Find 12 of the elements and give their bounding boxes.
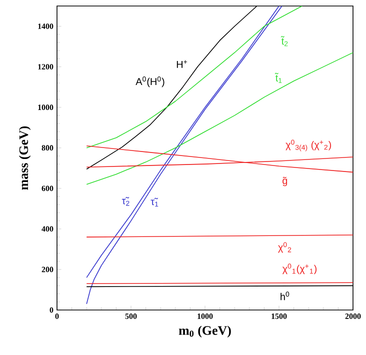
annotation: A$^{0}$(H$^{0}$) [136,76,164,88]
series-label: t̃$_{1}$ [274,72,282,83]
series-label: τ̃$_{1}$ [150,198,158,206]
series-label: h$^{0}$ [280,292,290,300]
series-label: t̃$_{2}$ [280,36,288,46]
series-label: τ̃$_{2}$ [122,197,130,206]
annotation: H$^{+}$ [176,60,188,68]
series-label: g̃ [282,176,288,186]
series-label: χ$^{0}$$_{1}$(χ$^{+}$$_{1}$) [282,264,317,274]
series-label: χ$^{0}$$_{3(4)}$ (χ$^{+}$$_{2}$) [286,140,332,152]
y-axis-title: mass (GeV) [18,126,31,190]
x-axis-title: m$_{0}$ (GeV) [178,326,231,338]
